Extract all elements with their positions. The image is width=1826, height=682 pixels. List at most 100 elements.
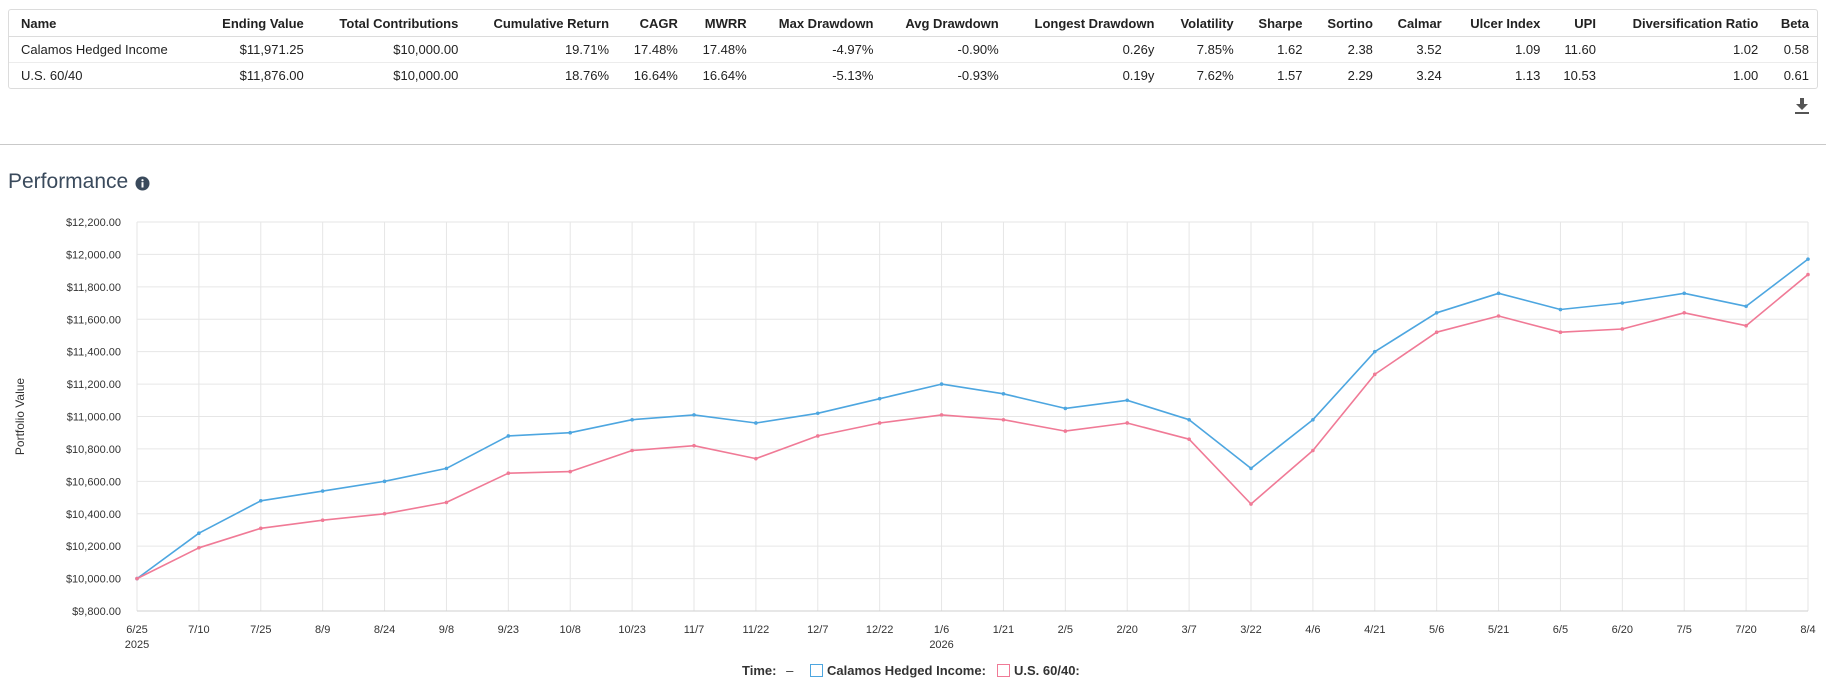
- data-point: [444, 500, 449, 505]
- y-tick-label: $11,600.00: [67, 314, 121, 326]
- legend-item-calamos[interactable]: Calamos Hedged Income:: [810, 663, 986, 678]
- column-header[interactable]: Avg Drawdown: [881, 10, 1007, 37]
- table-cell: -0.93%: [957, 68, 999, 83]
- data-point: [754, 456, 758, 461]
- data-point: [135, 576, 139, 581]
- data-point: [197, 531, 201, 535]
- column-header[interactable]: Total Contributions: [311, 10, 467, 37]
- column-header[interactable]: MWRR: [685, 10, 755, 37]
- table-cell: 7.85%: [1162, 36, 1242, 63]
- data-point: [506, 434, 511, 438]
- legend-item-us6040[interactable]: U.S. 60/40:: [997, 663, 1080, 678]
- data-point: [444, 466, 449, 471]
- table-cell: 1.57: [1277, 68, 1303, 83]
- column-header[interactable]: Diversification Ratio: [1603, 10, 1767, 37]
- data-point: [630, 417, 634, 422]
- table-cell: 11.60: [1548, 36, 1604, 63]
- table-cell: $11,971.25: [199, 36, 312, 63]
- data-point: [815, 434, 820, 438]
- series-line-0: [136, 258, 1809, 580]
- table-cell: 0.26y: [1006, 36, 1163, 63]
- data-point: [1187, 437, 1191, 441]
- data-point: [1125, 398, 1130, 403]
- column-header[interactable]: Ulcer Index: [1449, 10, 1549, 37]
- download-icon[interactable]: [1794, 95, 1810, 115]
- info-icon[interactable]: [135, 176, 150, 191]
- column-header[interactable]: Calmar: [1380, 10, 1450, 37]
- data-point: [1682, 291, 1687, 296]
- data-point: [1311, 448, 1315, 453]
- data-point: [939, 382, 944, 386]
- column-header[interactable]: Beta: [1766, 10, 1817, 37]
- data-point: [939, 413, 944, 417]
- data-point: [1372, 349, 1377, 354]
- y-tick-label: $10,400.00: [66, 509, 121, 521]
- column-header[interactable]: CAGR: [617, 10, 686, 37]
- table-body: Calamos Hedged Income $11,971.25 $10,000.0…: [9, 36, 1817, 89]
- table-cell: 18.76%: [564, 68, 610, 83]
- data-point: [1434, 310, 1439, 315]
- column-header[interactable]: UPI: [1548, 10, 1604, 37]
- column-header[interactable]: Ending Value: [199, 10, 312, 37]
- performance-chart[interactable]: $9,800.00 $10,000.00 $10,200.00 $10,400.00 $…: [0, 210, 1826, 662]
- data-point: [197, 545, 201, 550]
- table-cell: 17.48%: [685, 36, 755, 63]
- y-tick-label: $9,800.00: [72, 606, 121, 618]
- x-tick-label: 10/23: [618, 624, 646, 636]
- table-cell: 1.00: [1732, 68, 1759, 83]
- table-cell: $10,000.00: [393, 68, 459, 83]
- x-tick-label: 8/4: [1800, 624, 1815, 636]
- legend-label-calamos: Calamos Hedged Income:: [827, 663, 986, 678]
- x-tick-label: 7/25: [250, 624, 271, 636]
- table-cell: 17.48%: [617, 36, 686, 63]
- x-tick-label: 4/6: [1305, 624, 1320, 636]
- data-point: [1372, 372, 1377, 377]
- table-cell: 2.29: [1347, 68, 1373, 83]
- data-point: [1063, 406, 1068, 411]
- data-point: [320, 489, 325, 493]
- x-tick-label: 2/20: [1117, 624, 1138, 636]
- table-cell: 1.62: [1241, 36, 1311, 63]
- data-point: [1806, 257, 1810, 261]
- x-tick-label: 3/7: [1181, 624, 1196, 636]
- data-point: [568, 469, 573, 474]
- table-cell: 3.24: [1416, 68, 1442, 83]
- x-tick-label: 8/24: [374, 624, 395, 636]
- chart-legend: Time: – Calamos Hedged Income: U.S. 60/4…: [0, 662, 1826, 680]
- x-tick-label: 7/20: [1735, 624, 1756, 636]
- x-tick-label: 3/22: [1240, 624, 1261, 636]
- column-header[interactable]: Cumulative Return: [466, 10, 618, 37]
- table-cell: 0.19y: [1122, 68, 1155, 83]
- data-point: [1001, 392, 1006, 396]
- x-tick-label: 6/5: [1553, 624, 1568, 636]
- column-header[interactable]: Max Drawdown: [754, 10, 882, 37]
- data-point: [815, 411, 820, 416]
- table-cell: 0.58: [1766, 36, 1817, 63]
- statistics-table: Name Ending Value Total Contributions Cumul…: [9, 10, 1817, 88]
- x-tick-label: 2/5: [1058, 624, 1073, 636]
- column-header[interactable]: Sharpe: [1241, 10, 1311, 37]
- x-tick-label: 12/7: [807, 624, 828, 636]
- y-tick-label: $12,000.00: [66, 249, 121, 261]
- data-point: [320, 518, 325, 523]
- y-tick-label: $12,200.00: [66, 217, 121, 229]
- x-tick-label: 9/23: [498, 624, 519, 636]
- column-header[interactable]: Name: [9, 10, 200, 37]
- table-cell: 1.02: [1603, 36, 1767, 63]
- data-point: [1744, 304, 1748, 309]
- x-tick-label: 6/25: [126, 624, 147, 636]
- data-point: [754, 421, 758, 425]
- section-divider: [0, 144, 1826, 145]
- data-point: [382, 511, 387, 516]
- table-cell: 10.53: [1563, 68, 1596, 83]
- column-header[interactable]: Volatility: [1162, 10, 1242, 37]
- data-point: [1558, 330, 1563, 335]
- column-header[interactable]: Longest Drawdown: [1006, 10, 1163, 37]
- y-tick-label: $10,600.00: [66, 476, 121, 488]
- performance-title: Performance: [8, 170, 129, 193]
- column-header[interactable]: Sortino: [1310, 10, 1381, 37]
- table-row: Calamos Hedged Income $11,971.25 $10,000.0…: [9, 36, 1817, 63]
- statistics-table-container: Name Ending Value Total Contributions Cumul…: [8, 9, 1818, 89]
- y-tick-label: $11,800.00: [67, 282, 121, 294]
- table-cell: 16.64%: [702, 68, 747, 83]
